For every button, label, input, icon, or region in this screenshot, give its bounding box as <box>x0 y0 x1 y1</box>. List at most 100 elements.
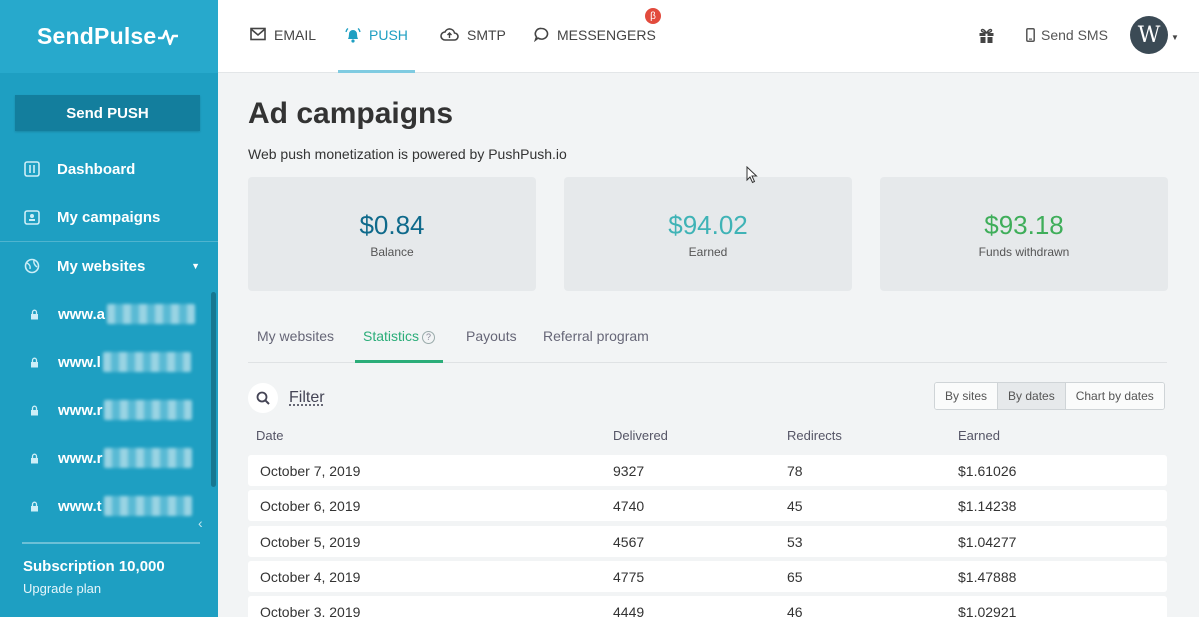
bell-icon <box>345 27 361 43</box>
earned-label: Earned <box>688 244 728 259</box>
chevron-down-icon[interactable]: ▼ <box>191 261 200 271</box>
tab-referral-program[interactable]: Referral program <box>543 328 649 362</box>
cell-delivered: 9327 <box>613 463 645 479</box>
tab-label: My websites <box>257 328 335 344</box>
help-icon[interactable]: ? <box>422 330 436 344</box>
cell-date: October 7, 2019 <box>260 463 361 479</box>
filter-toggle[interactable]: Filter <box>289 389 325 406</box>
redacted-domain <box>103 496 192 516</box>
cell-earned: $1.61026 <box>958 463 1017 479</box>
envelope-icon <box>250 27 266 41</box>
pulse-icon <box>158 29 179 45</box>
send-push-button[interactable]: Send PUSH <box>15 95 200 131</box>
logo-bar: SendPulse <box>0 0 218 73</box>
campaigns-icon <box>22 207 42 227</box>
sidebar-item-my-websites[interactable]: My websites ▼ <box>0 242 218 290</box>
tab-smtp[interactable]: SMTP <box>440 0 506 73</box>
cell-redirects: 53 <box>787 534 803 550</box>
cell-redirects: 45 <box>787 498 803 514</box>
tab-messengers[interactable]: MESSENGERS <box>534 0 656 73</box>
content-tabs: My websites Statistics? Payouts Referral… <box>248 313 1167 363</box>
by-sites-button[interactable]: By sites <box>935 383 999 409</box>
chevron-down-icon[interactable]: ▼ <box>1171 33 1179 42</box>
sidebar-nav: Dashboard My campaigns My websites ▼ www… <box>0 145 218 530</box>
lock-icon <box>30 405 40 416</box>
table-row[interactable]: October 6, 2019 4740 45 $1.14238 <box>248 490 1167 521</box>
balance-label: Balance <box>370 244 414 259</box>
site-item[interactable]: www.r <box>0 434 218 482</box>
page-subtitle: Web push monetization is powered by Push… <box>248 146 567 162</box>
sidebar-item-label: My campaigns <box>57 208 161 226</box>
tab-push[interactable]: PUSH <box>338 0 415 73</box>
earned-card: $94.02 Earned <box>564 177 852 291</box>
sidebar-item-dashboard[interactable]: Dashboard <box>0 145 218 193</box>
cell-earned: $1.14238 <box>958 498 1017 514</box>
cell-earned: $1.47888 <box>958 569 1017 585</box>
logo-text: SendPulse <box>37 23 157 49</box>
cell-earned: $1.02921 <box>958 604 1017 617</box>
phone-icon <box>1026 28 1035 42</box>
column-header-redirects[interactable]: Redirects <box>787 428 842 443</box>
upgrade-plan-link[interactable]: Upgrade plan <box>23 581 102 596</box>
top-navigation: EMAIL PUSH SMTP MESSENGERS β Send SMS W … <box>218 0 1199 73</box>
tab-my-websites[interactable]: My websites <box>257 328 334 362</box>
site-label: www.l <box>58 353 101 371</box>
cell-date: October 4, 2019 <box>260 569 361 585</box>
withdrawn-label: Funds withdrawn <box>978 244 1070 259</box>
lock-icon <box>30 501 40 512</box>
tab-label: Referral program <box>543 328 649 344</box>
table-row[interactable]: October 3, 2019 4449 46 $1.02921 <box>248 596 1167 617</box>
by-dates-button[interactable]: By dates <box>998 383 1066 409</box>
redacted-domain <box>102 352 191 372</box>
lock-icon <box>30 309 40 320</box>
site-label: www.a <box>58 305 105 323</box>
subscription-title: Subscription 10,000 <box>23 558 165 575</box>
site-label: www.t <box>58 497 102 515</box>
sidebar-item-my-campaigns[interactable]: My campaigns <box>0 193 218 241</box>
tab-label: Payouts <box>466 328 517 344</box>
chart-by-dates-button[interactable]: Chart by dates <box>1065 383 1164 409</box>
cell-redirects: 46 <box>787 604 803 617</box>
send-sms-label: Send SMS <box>1041 27 1108 43</box>
cloud-upload-icon <box>440 27 459 41</box>
lock-icon <box>30 357 40 368</box>
nav-divider <box>0 241 218 242</box>
tab-label: PUSH <box>369 27 408 43</box>
cell-delivered: 4740 <box>613 498 645 514</box>
site-item[interactable]: www.a <box>0 290 218 338</box>
site-item[interactable]: www.r <box>0 386 218 434</box>
dashboard-icon <box>22 159 42 179</box>
cell-redirects: 78 <box>787 463 803 479</box>
sendpulse-logo[interactable]: SendPulse <box>37 23 179 50</box>
column-header-delivered[interactable]: Delivered <box>613 428 668 443</box>
table-row[interactable]: October 4, 2019 4775 65 $1.47888 <box>248 561 1167 592</box>
chat-icon <box>534 27 549 42</box>
column-header-date[interactable]: Date <box>256 428 284 443</box>
sidebar-scrollbar[interactable] <box>211 292 216 487</box>
avatar[interactable]: W <box>1130 16 1168 54</box>
tab-statistics[interactable]: Statistics? <box>354 328 444 363</box>
column-header-earned[interactable]: Earned <box>958 428 1000 443</box>
send-sms-button[interactable]: Send SMS <box>1026 27 1108 43</box>
table-row[interactable]: October 7, 2019 9327 78 $1.61026 <box>248 455 1167 486</box>
cell-date: October 6, 2019 <box>260 498 361 514</box>
mouse-cursor-icon <box>746 166 758 184</box>
cell-delivered: 4567 <box>613 534 645 550</box>
gift-icon[interactable] <box>978 27 995 49</box>
redacted-domain <box>106 304 195 324</box>
tab-payouts[interactable]: Payouts <box>466 328 517 362</box>
tab-email[interactable]: EMAIL <box>250 0 316 73</box>
sidebar: SendPulse Send PUSH Dashboard My campaig… <box>0 0 218 617</box>
site-item[interactable]: www.l <box>0 338 218 386</box>
cell-date: October 3, 2019 <box>260 604 361 617</box>
cell-delivered: 4449 <box>613 604 645 617</box>
lock-icon <box>30 453 40 464</box>
site-label: www.r <box>58 449 103 467</box>
site-item[interactable]: www.t <box>0 482 218 530</box>
table-row[interactable]: October 5, 2019 4567 53 $1.04277 <box>248 526 1167 557</box>
beta-badge: β <box>645 8 661 24</box>
tab-label: MESSENGERS <box>557 27 656 43</box>
search-icon[interactable] <box>248 383 278 413</box>
redacted-domain <box>104 400 193 420</box>
chevron-left-icon[interactable]: ‹ <box>198 515 203 531</box>
